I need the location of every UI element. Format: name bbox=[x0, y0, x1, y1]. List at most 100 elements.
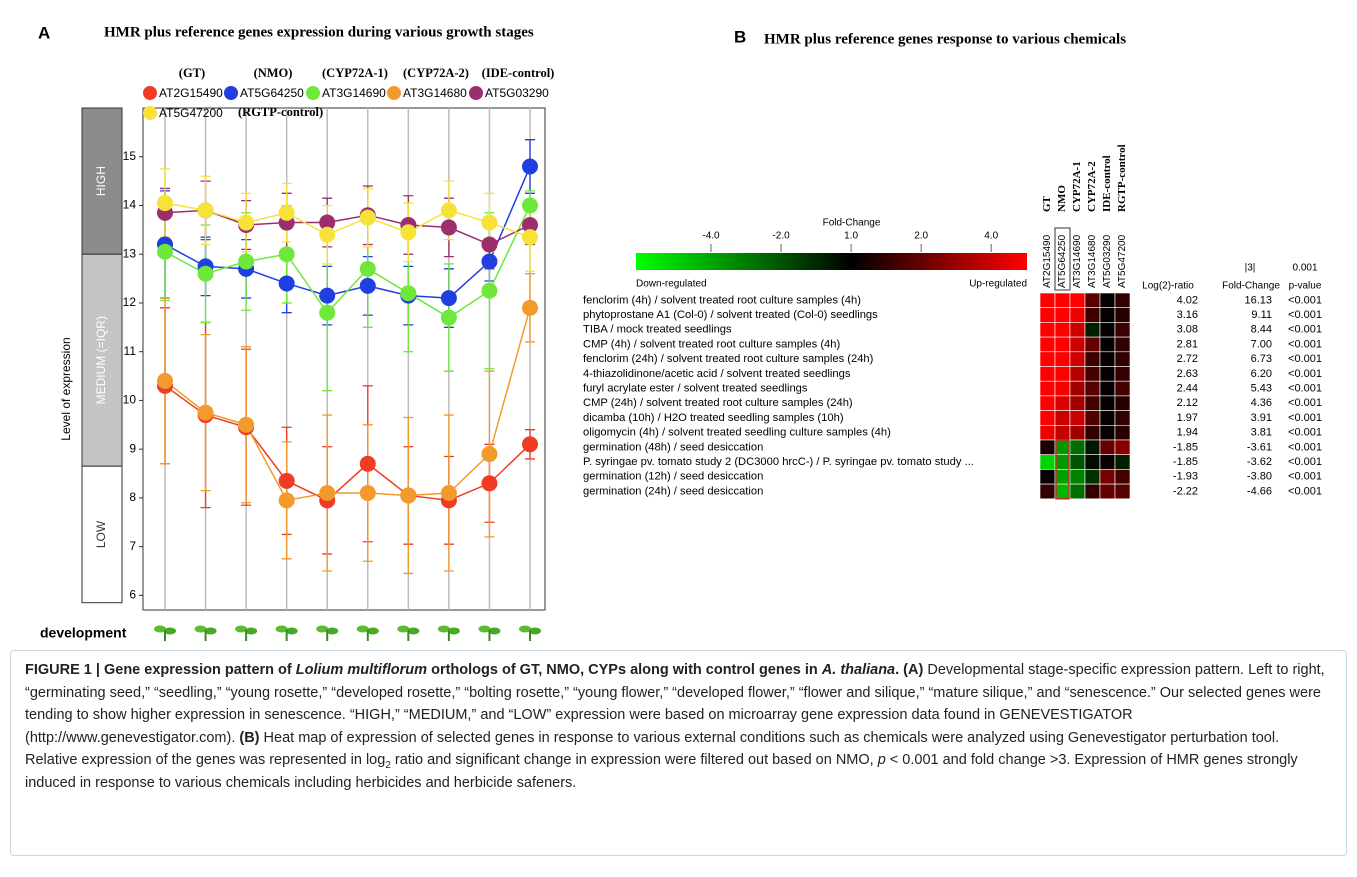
p-value: <0.001 bbox=[1288, 397, 1322, 409]
log2-ratio: -2.22 bbox=[1173, 485, 1198, 497]
caption-text: orthologs of GT, NMO, CYPs along with co… bbox=[427, 662, 822, 678]
legend-swatch bbox=[387, 86, 401, 100]
heatmap-cell bbox=[1085, 484, 1100, 499]
heatmap-cell bbox=[1085, 469, 1100, 484]
p-value: <0.001 bbox=[1288, 485, 1322, 497]
fold-change: -3.62 bbox=[1247, 456, 1272, 468]
heatmap-cell bbox=[1085, 322, 1100, 337]
fold-change: 3.91 bbox=[1251, 412, 1272, 424]
fold-change: 6.73 bbox=[1251, 353, 1272, 365]
fold-change: -3.61 bbox=[1247, 441, 1272, 453]
data-point bbox=[279, 205, 295, 221]
y-tick-label: 9 bbox=[129, 441, 136, 455]
heatmap-cell bbox=[1100, 469, 1115, 484]
y-tick-label: 8 bbox=[129, 490, 136, 504]
heatmap-cell bbox=[1055, 293, 1070, 308]
log2-ratio: 4.02 bbox=[1177, 294, 1198, 306]
data-point bbox=[522, 229, 538, 245]
page: A HMR plus reference genes expression du… bbox=[0, 0, 1357, 877]
fold-change: 4.36 bbox=[1251, 397, 1272, 409]
data-point bbox=[319, 227, 335, 243]
heatmap-cell bbox=[1055, 484, 1070, 499]
heatmap-cell bbox=[1085, 381, 1100, 396]
heatmap-cell bbox=[1040, 411, 1055, 426]
data-point bbox=[279, 275, 295, 291]
column-label: AT3G14690 bbox=[1072, 234, 1083, 288]
colorbar-tick-label: -2.0 bbox=[772, 231, 790, 242]
stage-icon bbox=[397, 626, 419, 642]
data-point bbox=[198, 202, 214, 218]
data-point bbox=[157, 244, 173, 260]
heatmap-cell bbox=[1100, 440, 1115, 455]
log2-ratio: 2.72 bbox=[1177, 353, 1198, 365]
heatmap-cell bbox=[1115, 352, 1130, 367]
colorbar-tick-label: 1.0 bbox=[844, 231, 858, 242]
data-point bbox=[400, 487, 416, 503]
heatmap-cell bbox=[1115, 322, 1130, 337]
stage-icon bbox=[519, 626, 541, 642]
log2-ratio: 3.16 bbox=[1177, 309, 1198, 321]
heatmap-cell bbox=[1055, 322, 1070, 337]
colorbar-tick-label: 4.0 bbox=[984, 231, 998, 242]
stage-icon bbox=[357, 626, 379, 642]
legend-swatch bbox=[143, 86, 157, 100]
p-value: <0.001 bbox=[1288, 471, 1322, 483]
data-point bbox=[441, 290, 457, 306]
stage-icon bbox=[438, 626, 460, 642]
stage-icon bbox=[154, 626, 176, 642]
heatmap-cell bbox=[1115, 337, 1130, 352]
log2-ratio: 2.63 bbox=[1177, 368, 1198, 380]
column-tag: IDE-control bbox=[1101, 155, 1113, 212]
data-point bbox=[279, 492, 295, 508]
colorbar bbox=[636, 253, 1027, 270]
heatmap-cell bbox=[1070, 469, 1085, 484]
heatmap-cell bbox=[1040, 425, 1055, 440]
heatmap-cell bbox=[1040, 381, 1055, 396]
stage-icon bbox=[276, 626, 298, 642]
data-point bbox=[481, 283, 497, 299]
data-point bbox=[319, 485, 335, 501]
colorbar-tick-label: -4.0 bbox=[702, 231, 720, 242]
stage-icon bbox=[235, 626, 257, 642]
log2-ratio: -1.93 bbox=[1173, 471, 1198, 483]
p-value: <0.001 bbox=[1288, 294, 1322, 306]
heatmap-cell bbox=[1085, 352, 1100, 367]
heatmap-cell bbox=[1100, 381, 1115, 396]
row-label: CMP (24h) / solvent treated root culture… bbox=[583, 397, 853, 409]
heatmap-cell bbox=[1055, 440, 1070, 455]
data-point bbox=[522, 300, 538, 316]
heatmap-cell bbox=[1100, 455, 1115, 470]
fold-change: -3.80 bbox=[1247, 471, 1272, 483]
band-label: LOW bbox=[94, 520, 108, 548]
table-header: Log(2)-ratio bbox=[1142, 281, 1194, 292]
column-label: AT5G47200 bbox=[1117, 234, 1128, 288]
data-point bbox=[198, 405, 214, 421]
p-value: <0.001 bbox=[1288, 368, 1322, 380]
y-tick-label: 7 bbox=[129, 539, 136, 553]
heatmap-cell bbox=[1100, 308, 1115, 323]
y-tick-label: 6 bbox=[129, 588, 136, 602]
heatmap-cell bbox=[1055, 396, 1070, 411]
column-tag: CYP72A-1 bbox=[1071, 161, 1083, 212]
heatmap-cell bbox=[1040, 469, 1055, 484]
heatmap-cell bbox=[1115, 469, 1130, 484]
heatmap-cell bbox=[1085, 308, 1100, 323]
colorbar-high-label: Up-regulated bbox=[969, 279, 1027, 290]
data-point bbox=[441, 202, 457, 218]
heatmap-cell bbox=[1085, 293, 1100, 308]
heatmap-cell bbox=[1040, 396, 1055, 411]
caption-text: ratio and significant change in expressi… bbox=[391, 752, 878, 768]
heatmap-cell bbox=[1070, 396, 1085, 411]
heatmap-cell bbox=[1070, 367, 1085, 382]
heatmap-cell bbox=[1055, 455, 1070, 470]
heatmap-cell bbox=[1115, 411, 1130, 426]
row-label: phytoprostane A1 (Col-0) / solvent treat… bbox=[583, 309, 878, 321]
heatmap-cell bbox=[1085, 411, 1100, 426]
data-point bbox=[441, 219, 457, 235]
legend-label: AT3G14690 bbox=[322, 86, 386, 100]
row-label: furyl acrylate ester / solvent treated s… bbox=[583, 383, 808, 395]
data-point bbox=[400, 224, 416, 240]
panel-letter: A bbox=[38, 23, 50, 42]
legend-tag: (CYP72A-1) bbox=[322, 66, 388, 80]
heatmap-cell bbox=[1055, 308, 1070, 323]
